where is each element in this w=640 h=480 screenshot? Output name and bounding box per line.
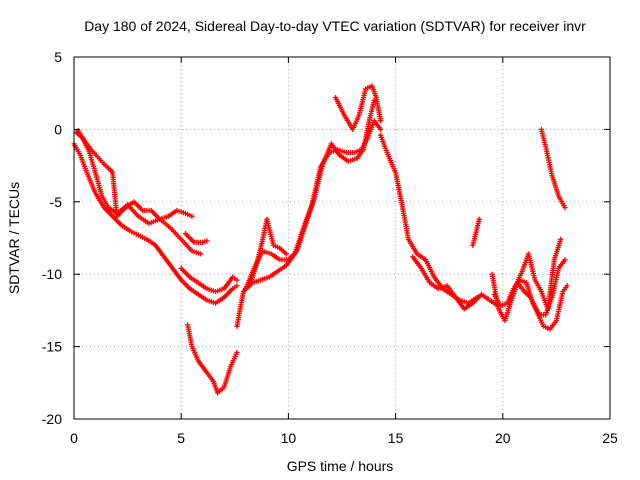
y-tick-label: -20 [42,411,62,427]
data-point [562,204,568,211]
series-track-j [332,83,384,132]
x-tick-label: 10 [281,430,297,446]
x-tick-label: 25 [602,430,618,446]
x-tick-label: 20 [495,430,511,446]
plot-frame [73,56,611,420]
x-tick-label: 15 [388,430,404,446]
data-point [197,251,204,257]
y-axis: -20 -15 -10 -5 0 5 [42,49,610,427]
y-tick-label: -10 [42,266,62,282]
data-point [476,216,482,222]
data-point [234,283,240,289]
x-tick-label: 5 [177,430,185,446]
data-point [204,238,210,244]
y-tick-label: -5 [50,194,63,210]
series-track-o [491,257,568,318]
y-tick-label: -15 [42,339,62,355]
data-point [234,277,240,283]
series-track-p [513,236,564,312]
data-point [371,97,377,104]
data-point [283,251,289,257]
series-track-h [242,97,377,292]
chart-title: Day 180 of 2024, Sidereal Day-to-day VTE… [84,18,586,34]
data-point [234,349,240,355]
series-track-a [71,141,240,306]
series-track-q [538,126,568,211]
x-axis: 0 5 10 15 20 25 [70,57,618,446]
x-axis-label: GPS time / hours [287,458,394,474]
series-track-i [247,216,289,289]
series-track-k [377,132,480,306]
y-tick-label: 0 [54,121,62,137]
series-track-f [182,231,210,245]
y-axis-label: SDTVAR / TECUs [6,182,22,294]
data-point [377,126,384,132]
data-point [564,283,570,289]
x-tick-label: 0 [70,430,78,446]
series-track-m [470,216,482,248]
y-tick-label: 5 [54,49,62,65]
data-point [189,213,195,219]
data-point [562,257,568,263]
data-point [558,236,564,243]
series-track-d [178,265,240,295]
series-track-c [75,128,195,222]
series-track-l [410,254,502,312]
data-points [71,83,570,396]
series-track-e [185,322,240,396]
data-point [377,118,384,124]
